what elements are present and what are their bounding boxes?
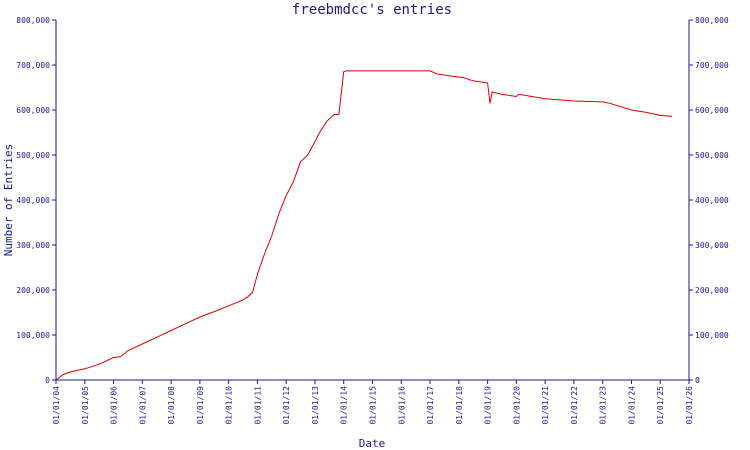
x-tick-label: 01/01/06 (110, 386, 119, 425)
y-tick-label-right: 300,000 (695, 241, 729, 250)
y-tick-label-right: 0 (695, 376, 700, 385)
x-tick-label: 01/01/09 (196, 386, 205, 425)
x-tick-label: 01/01/04 (52, 386, 61, 425)
y-tick-label-left: 400,000 (16, 196, 50, 205)
axes (55, 20, 690, 381)
x-tick-label: 01/01/25 (656, 386, 665, 425)
chart-title: freebmdcc's entries (292, 2, 452, 18)
x-tick-label: 01/01/15 (369, 386, 378, 425)
y-tick-label-right: 600,000 (695, 106, 729, 115)
ticks: 0 0 100,000 100,000 200,000 200,000 300,000 300… (16, 16, 729, 425)
y-tick-label-right: 400,000 (695, 196, 729, 205)
y-tick-label-left: 700,000 (16, 61, 50, 70)
y-tick-label-right: 500,000 (695, 151, 729, 160)
y-tick-label-right: 800,000 (695, 16, 729, 25)
series-line (55, 70, 673, 381)
y-tick-label-left: 800,000 (16, 16, 50, 25)
y-tick-label-left: 600,000 (16, 106, 50, 115)
x-tick-label: 01/01/24 (627, 386, 636, 425)
y-tick-label-left: 500,000 (16, 151, 50, 160)
x-tick-label: 01/01/05 (81, 386, 90, 425)
y-axis-title: Number of Entries (2, 144, 15, 257)
y-tick-label-left: 0 (45, 376, 50, 385)
y-tick-label-left: 100,000 (16, 331, 50, 340)
x-tick-label: 01/01/20 (512, 386, 521, 425)
x-tick-label: 01/01/14 (340, 386, 349, 425)
y-tick-label-right: 100,000 (695, 331, 729, 340)
x-tick-label: 01/01/18 (455, 386, 464, 425)
x-tick-label: 01/01/10 (225, 386, 234, 425)
x-tick-label: 01/01/17 (426, 386, 435, 425)
y-tick-label-right: 200,000 (695, 286, 729, 295)
x-tick-label: 01/01/21 (541, 386, 550, 425)
x-tick-label: 01/01/19 (484, 386, 493, 425)
x-tick-label: 01/01/26 (685, 386, 694, 425)
y-tick-label-right: 700,000 (695, 61, 729, 70)
y-tick-label-left: 200,000 (16, 286, 50, 295)
x-tick-label: 01/01/23 (599, 386, 608, 425)
y-tick-label-left: 300,000 (16, 241, 50, 250)
x-tick-label: 01/01/08 (167, 386, 176, 425)
x-tick-label: 01/01/07 (138, 386, 147, 425)
x-tick-label: 01/01/16 (397, 386, 406, 425)
series (55, 70, 673, 381)
x-tick-label: 01/01/12 (282, 386, 291, 425)
x-tick-label: 01/01/11 (253, 386, 262, 425)
x-axis-title: Date (359, 437, 386, 450)
x-tick-label: 01/01/13 (311, 386, 320, 425)
x-tick-label: 01/01/22 (570, 386, 579, 425)
